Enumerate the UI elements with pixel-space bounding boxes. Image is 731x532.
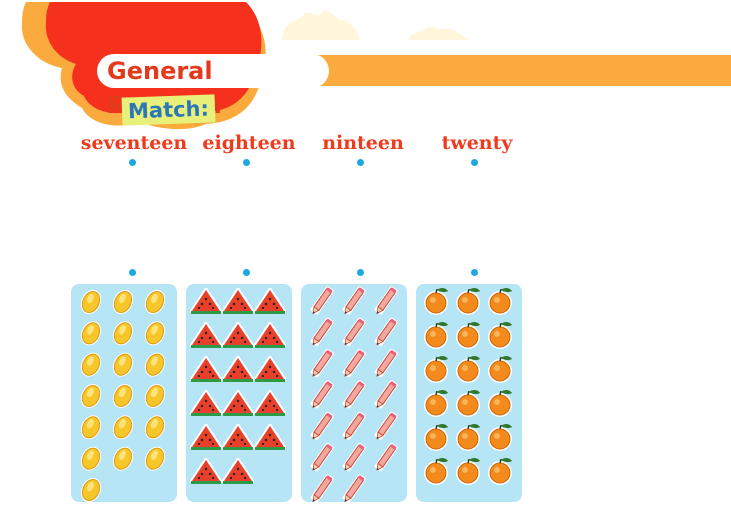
lemon-icon: [80, 446, 102, 471]
orange-icon: [456, 424, 480, 451]
orange-icon: [424, 322, 448, 349]
watermelon-slice-icon: [222, 390, 254, 416]
watermelon-slice-icon: [254, 390, 286, 416]
lemon-icon: [80, 383, 102, 409]
pencil-icon: [310, 380, 334, 409]
watermelon-slice-icon: [254, 322, 286, 348]
watermelon-slice-icon: [222, 356, 254, 382]
watermelon-slice-icon: [222, 322, 254, 348]
card-match-dot-1[interactable]: [129, 269, 136, 276]
lemon-icon: [80, 477, 102, 502]
picture-card-oranges[interactable]: [416, 284, 522, 502]
pencil-icon: [342, 286, 366, 315]
pencil-icon: [342, 442, 366, 472]
word-match-dot-2[interactable]: [243, 159, 250, 166]
lemon-icon: [112, 352, 134, 377]
word-match-dot-1[interactable]: [129, 159, 136, 166]
card-match-dot-2[interactable]: [243, 269, 250, 276]
orange-group: [424, 288, 512, 485]
orange-icon: [456, 288, 480, 315]
lemon-group: [80, 289, 166, 502]
word-match-dot-3[interactable]: [357, 159, 364, 166]
orange-icon: [488, 288, 512, 315]
watermelon-slice-icon: [222, 288, 254, 314]
orange-icon: [488, 322, 512, 349]
lemon-icon: [144, 446, 166, 471]
pencil-icon: [342, 474, 366, 502]
word-ninteen: ninteen: [322, 132, 404, 154]
lemon-icon: [144, 289, 166, 315]
orange-icon: [456, 458, 480, 485]
word-seventeen: seventeen: [80, 132, 188, 154]
orange-icon: [488, 424, 512, 451]
lemon-icon: [144, 321, 166, 346]
watermelon-slice-icon: [254, 356, 286, 382]
lemon-icon: [112, 415, 134, 440]
watermelon-slice-icon: [190, 288, 222, 314]
lemon-icon: [112, 446, 134, 471]
pencil-icon: [374, 442, 398, 472]
match-label: Match:: [121, 94, 216, 126]
lemon-icon: [80, 352, 102, 377]
pencil-icon: [374, 317, 398, 346]
lemon-icon: [80, 321, 102, 346]
pencil-icon: [374, 380, 398, 409]
page-title: General Revision: [97, 54, 329, 119]
watermelon-slice-icon: [254, 288, 286, 314]
pencil-icon: [342, 348, 366, 378]
watermelon-slice-icon: [190, 458, 222, 484]
picture-card-watermelons[interactable]: [186, 284, 292, 502]
pencil-icon: [374, 286, 398, 315]
lemon-icon: [144, 352, 166, 377]
orange-icon: [456, 390, 480, 417]
word-eighteen: eighteen: [202, 132, 296, 154]
orange-icon: [424, 288, 448, 315]
lemon-icon: [80, 415, 102, 440]
orange-icon: [488, 390, 512, 417]
orange-icon: [424, 390, 448, 417]
lemon-icon: [112, 383, 134, 409]
pencil-icon: [374, 348, 398, 378]
orange-icon: [424, 424, 448, 451]
watermelon-slice-icon: [254, 424, 286, 450]
watermelon-slice-icon: [222, 424, 254, 450]
picture-card-lemons[interactable]: [71, 284, 177, 502]
word-match-dot-4[interactable]: [471, 159, 478, 166]
orange-icon: [456, 356, 480, 383]
pencil-icon: [310, 474, 334, 502]
lemon-icon: [112, 321, 134, 346]
watermelon-slice-icon: [190, 322, 222, 348]
pencil-icon: [310, 317, 334, 346]
pencil-group: [310, 286, 398, 502]
pencil-icon: [342, 317, 366, 346]
pencil-icon: [374, 411, 398, 440]
orange-icon: [488, 458, 512, 485]
card-match-dot-3[interactable]: [357, 269, 364, 276]
orange-icon: [424, 458, 448, 485]
watermelon-group: [190, 288, 286, 484]
watermelon-slice-icon: [190, 390, 222, 416]
lemon-icon: [144, 383, 166, 409]
orange-icon: [488, 356, 512, 383]
word-twenty: twenty: [441, 132, 513, 154]
lemon-icon: [80, 289, 102, 315]
orange-icon: [456, 322, 480, 349]
watermelon-slice-icon: [190, 356, 222, 382]
picture-card-pencils[interactable]: [301, 284, 407, 502]
pencil-icon: [310, 442, 334, 472]
orange-icon: [424, 356, 448, 383]
pencil-icon: [310, 348, 334, 378]
pencil-icon: [342, 411, 366, 440]
watermelon-slice-icon: [222, 458, 254, 484]
lemon-icon: [144, 415, 166, 440]
pencil-icon: [310, 286, 334, 315]
pencil-icon: [310, 411, 334, 440]
watermelon-slice-icon: [190, 424, 222, 450]
pencil-icon: [342, 380, 366, 409]
card-match-dot-4[interactable]: [471, 269, 478, 276]
lemon-icon: [112, 289, 134, 315]
